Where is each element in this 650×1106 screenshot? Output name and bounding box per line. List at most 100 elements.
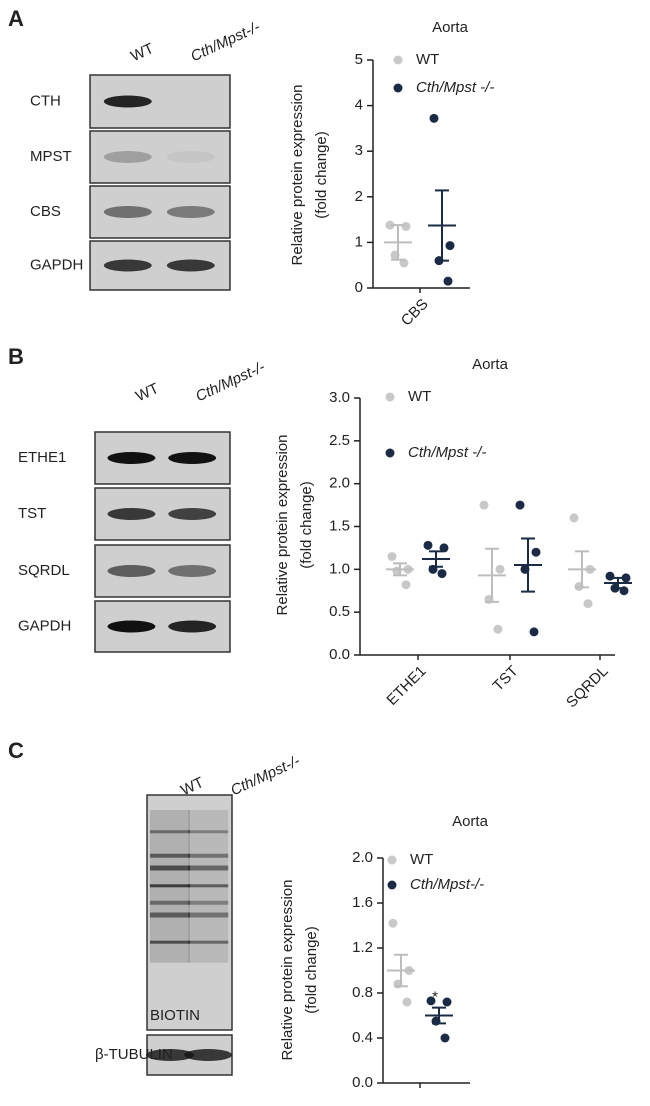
y-tick-label: 1.2: [352, 939, 373, 956]
blot-band: [107, 565, 156, 577]
data-point: [605, 571, 615, 581]
chart-title: Aorta: [452, 813, 489, 830]
lane-label: WT: [128, 40, 156, 65]
y-tick-label: 0.5: [329, 603, 350, 620]
blot-band: [107, 452, 156, 464]
lane-label: Cth/Mpst-/-: [228, 752, 302, 799]
blot-band: [149, 940, 190, 944]
row-label: GAPDH: [18, 617, 71, 634]
blot-band: [149, 853, 190, 858]
y-axis-label: Relative protein expression: [274, 435, 291, 616]
blot-band: [166, 206, 215, 218]
data-point: [515, 500, 525, 510]
data-point: [583, 599, 593, 609]
legend-marker: [393, 55, 403, 65]
blot-band: [149, 865, 190, 871]
data-point: [442, 997, 452, 1007]
row-label: ETHE1: [18, 449, 66, 466]
legend-marker: [387, 855, 397, 865]
blot-band: [168, 508, 217, 520]
blot-band: [149, 900, 190, 905]
blot-band: [188, 900, 229, 905]
data-point: [445, 241, 455, 251]
blot-band: [188, 853, 229, 858]
legend-marker: [385, 448, 395, 458]
y-tick-label: 0.0: [352, 1074, 373, 1091]
blot-band: [107, 508, 156, 520]
row-label: CBS: [30, 203, 61, 220]
row-label: β-TUBULIN: [95, 1046, 173, 1063]
y-tick-label: 4: [355, 97, 363, 114]
data-point: [443, 276, 453, 286]
data-point: [429, 113, 439, 123]
data-point: [439, 543, 449, 553]
y-tick-label: 0.4: [352, 1029, 373, 1046]
x-tick-label: TST: [490, 663, 522, 695]
data-point: [479, 500, 489, 510]
legend-label: Cth/Mpst-/-: [410, 876, 484, 893]
data-point: [621, 573, 631, 583]
legend-label: WT: [416, 51, 439, 68]
row-label: MPST: [30, 148, 72, 165]
y-tick-label: 5: [355, 51, 363, 68]
blot-band: [188, 830, 229, 834]
blot-band: [103, 259, 152, 272]
y-tick-label: 1.6: [352, 894, 373, 911]
panel-letter: B: [8, 344, 24, 369]
blot-band: [145, 1049, 194, 1061]
blot-band: [188, 884, 229, 888]
y-tick-label: 2: [355, 188, 363, 205]
data-point: [401, 580, 411, 590]
y-axis-label: Relative protein expression: [279, 880, 296, 1061]
panel-letter: C: [8, 738, 24, 763]
data-point: [387, 551, 397, 561]
row-label: GAPDH: [30, 256, 83, 273]
row-label: CTH: [30, 92, 61, 109]
data-point: [385, 220, 395, 230]
y-tick-label: 3: [355, 142, 363, 159]
y-tick-label: 0: [355, 279, 363, 296]
blot-band: [168, 565, 217, 577]
blot-band: [149, 830, 190, 834]
blot-band: [107, 620, 156, 633]
data-point: [495, 564, 505, 574]
data-point: [569, 513, 579, 523]
lane-label: Cth/Mpst-/-: [193, 358, 267, 405]
y-axis-label: (fold change): [303, 926, 320, 1014]
blot-band: [188, 865, 229, 871]
legend-marker: [393, 83, 403, 93]
blot-band: [103, 206, 152, 218]
data-point: [529, 627, 539, 637]
x-tick-label: CBS: [398, 296, 432, 330]
lane-label: WT: [133, 380, 161, 405]
significance-mark: *: [432, 989, 438, 1006]
data-point: [423, 540, 433, 550]
blot-band: [103, 95, 152, 108]
legend-label: Cth/Mpst -/-: [416, 79, 494, 96]
legend-marker: [387, 880, 397, 890]
legend-label: Cth/Mpst -/-: [408, 444, 486, 461]
data-point: [440, 1033, 450, 1043]
data-point: [388, 918, 398, 928]
y-tick-label: 0.0: [329, 646, 350, 663]
blot-band: [184, 1049, 233, 1061]
data-point: [531, 547, 541, 557]
blot-band: [149, 884, 190, 888]
y-tick-label: 2.0: [329, 475, 350, 492]
data-point: [493, 624, 503, 634]
row-label: TST: [18, 505, 46, 522]
y-tick-label: 2.5: [329, 432, 350, 449]
y-tick-label: 1.0: [329, 560, 350, 577]
blot-box: [89, 130, 231, 184]
row-label: BIOTIN: [150, 1007, 200, 1024]
data-point: [401, 221, 411, 231]
row-label: SQRDL: [18, 562, 70, 579]
legend-label: WT: [410, 851, 433, 868]
chart-title: Aorta: [432, 19, 469, 36]
y-axis-label: (fold change): [313, 131, 330, 219]
chart-title: Aorta: [472, 356, 509, 373]
y-tick-label: 1: [355, 233, 363, 250]
y-tick-label: 0.8: [352, 984, 373, 1001]
blot-band: [166, 259, 215, 272]
